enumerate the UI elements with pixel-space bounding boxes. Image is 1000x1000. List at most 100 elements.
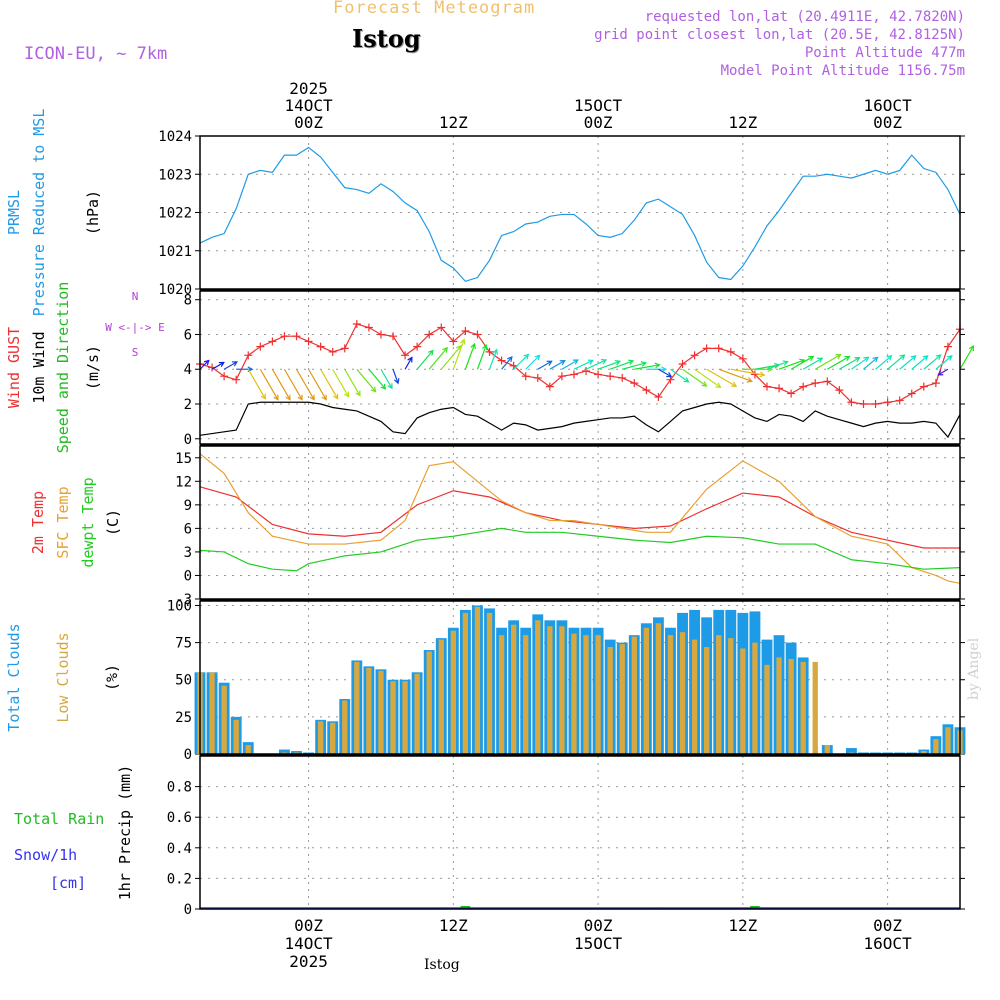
y-tick-label-precip: 0.2	[167, 871, 192, 887]
bar-low-clouds	[571, 633, 577, 754]
gust-marker	[618, 373, 627, 382]
wind-arrow	[622, 362, 646, 370]
bar-low-clouds	[667, 635, 674, 754]
wind-arrow	[452, 339, 465, 370]
wind-arrow	[525, 354, 540, 370]
y-tick-label-clouds: 100	[167, 598, 192, 614]
time-label-top: 16OCT	[864, 96, 913, 115]
wind-arrow	[887, 354, 905, 370]
gust-marker	[461, 326, 470, 335]
wind-arrow	[851, 356, 869, 370]
bar-low-clouds	[933, 739, 939, 754]
bar-low-clouds	[317, 721, 324, 754]
wind-arrow	[658, 368, 672, 378]
bar-total-clouds	[279, 749, 290, 754]
gust-marker	[823, 377, 832, 386]
bar-low-clouds	[788, 658, 794, 754]
grid-point-coords: grid point closest lon,lat (20.5E, 42.81…	[594, 27, 965, 43]
gust-marker	[401, 351, 410, 360]
wind-arrow	[416, 350, 434, 370]
time-label-bottom: 00Z	[294, 916, 323, 935]
wind-arrow-head	[407, 356, 413, 363]
gust-marker	[232, 375, 241, 384]
y-tick-label-wind: 8	[184, 293, 192, 309]
wind-arrow	[778, 359, 805, 370]
wind-arrow	[404, 357, 413, 370]
bar-low-clouds	[233, 719, 239, 754]
time-label-top: 00Z	[294, 113, 323, 132]
wind-arrow-head	[817, 357, 824, 363]
y-tick-label-wind: 6	[184, 327, 192, 343]
wind-arrow	[223, 361, 238, 370]
bar-low-clouds	[330, 722, 336, 754]
wind-arrow-head	[640, 361, 647, 367]
wind-arrow-head	[614, 359, 622, 366]
wind-arrow-head	[946, 355, 953, 361]
wind-arrow	[935, 355, 953, 370]
gust-marker	[256, 342, 265, 351]
wind-arrow-head	[731, 381, 738, 387]
wind-arrow-head	[844, 355, 851, 362]
time-label-top: 12Z	[728, 113, 757, 132]
gust-marker	[787, 389, 796, 398]
wind-arrow	[247, 368, 266, 399]
wind-arrow-head	[523, 353, 530, 360]
time-label-bottom: 00Z	[873, 916, 902, 935]
gust-marker	[449, 337, 458, 346]
bar-low-clouds	[559, 626, 565, 754]
gust-marker	[304, 337, 313, 346]
wind-arrow-head	[506, 356, 513, 363]
y-tick-label-clouds: 75	[175, 636, 192, 652]
gust-marker	[497, 356, 506, 365]
axis-label-wind-0: Wind GUST	[5, 327, 23, 408]
gust-marker	[316, 342, 325, 351]
wind-arrow	[392, 369, 399, 384]
wind-arrow	[802, 357, 823, 370]
wind-arrow-head	[808, 355, 815, 362]
gust-marker	[521, 372, 530, 381]
wind-arrow-head	[767, 366, 774, 373]
wind-arrow-head	[587, 359, 594, 365]
wind-arrow	[356, 368, 377, 392]
y-tick-label-clouds: 50	[175, 673, 192, 689]
y-tick-label-precip: 0.8	[167, 780, 192, 796]
wind-arrow	[199, 360, 210, 370]
axis-label-wind-3: (m/s)	[84, 345, 102, 390]
bar-low-clouds	[221, 685, 227, 754]
requested-coords: requested lon,lat (20.4911E, 42.7820N)	[644, 9, 965, 25]
gust-marker	[859, 400, 868, 409]
bar-low-clouds	[704, 647, 710, 754]
bar-low-clouds	[366, 667, 372, 754]
wind-arrow	[488, 349, 498, 370]
wind-arrow	[332, 368, 350, 397]
axis-label-precip-3: 1hr Precip (mm)	[116, 765, 134, 900]
wind-arrow	[863, 356, 878, 370]
wind-arrow-head	[231, 361, 239, 367]
wind-arrow-head	[854, 357, 861, 363]
compass-we: W <-|-> E	[105, 321, 165, 334]
time-label-top: 2025	[289, 79, 328, 98]
wind-arrow	[827, 355, 850, 370]
gust-marker	[389, 332, 398, 341]
axis-label-temperature-0: 2m Temp	[29, 491, 47, 554]
gust-marker	[931, 379, 940, 388]
wind-arrow-head	[203, 359, 210, 366]
gust-marker	[702, 344, 711, 353]
y-tick-label-precip: 0.6	[167, 810, 192, 826]
wind-arrow	[295, 368, 315, 401]
wind-arrow	[573, 359, 594, 370]
wind-arrow	[670, 368, 689, 383]
gust-marker	[919, 382, 928, 391]
y-tick-label-temperature: 0	[184, 568, 192, 584]
wind-arrow-head	[343, 391, 350, 398]
y-tick-label-precip: 0.4	[167, 841, 192, 857]
wind-arrow	[899, 355, 917, 370]
bar-low-clouds	[486, 612, 493, 754]
axis-label-clouds-1: Low Clouds	[54, 632, 72, 722]
bar-low-clouds	[547, 626, 553, 754]
bar-low-clouds	[824, 745, 830, 754]
gust-marker	[943, 342, 952, 351]
axis-label-temperature-2: dewpt Temp	[79, 477, 97, 567]
gust-marker	[895, 396, 904, 405]
gust-marker	[606, 372, 615, 381]
